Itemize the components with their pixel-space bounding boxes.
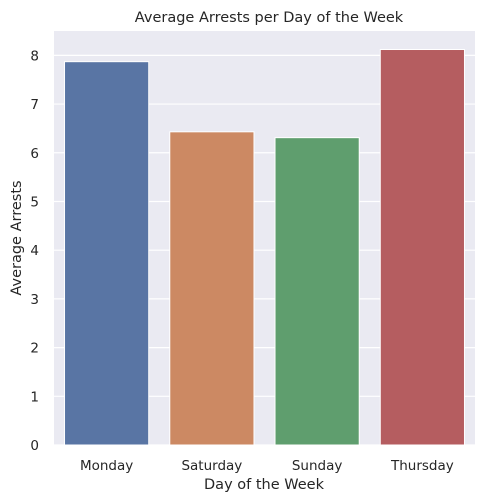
- y-tick-label-3: 3: [30, 292, 39, 308]
- y-tick-label-5: 5: [30, 194, 39, 210]
- x-axis-label: Day of the Week: [204, 477, 325, 493]
- y-tick-label-4: 4: [30, 243, 39, 259]
- y-axis-label: Average Arrests: [9, 180, 25, 295]
- x-tick-label-saturday: Saturday: [181, 458, 242, 474]
- bar-sunday: [274, 137, 360, 446]
- y-tick-label-6: 6: [30, 146, 39, 162]
- y-tick-label-2: 2: [30, 341, 39, 357]
- x-tick-label-sunday: Sunday: [292, 458, 343, 474]
- bar-saturday: [169, 131, 255, 446]
- x-tick-label-monday: Monday: [80, 458, 133, 474]
- y-tick-label-7: 7: [30, 97, 39, 113]
- y-tick-label-8: 8: [30, 48, 39, 64]
- bars: [64, 49, 465, 446]
- x-tick-labels: Monday Saturday Sunday Thursday: [80, 458, 454, 474]
- y-tick-label-0: 0: [30, 438, 39, 454]
- bar-monday: [64, 61, 150, 446]
- y-tick-label-1: 1: [30, 389, 39, 405]
- x-tick-label-thursday: Thursday: [390, 458, 454, 474]
- bar-thursday: [379, 49, 465, 446]
- y-tick-labels: 0 1 2 3 4 5 6 7 8: [30, 48, 39, 454]
- chart-title: Average Arrests per Day of the Week: [135, 10, 404, 26]
